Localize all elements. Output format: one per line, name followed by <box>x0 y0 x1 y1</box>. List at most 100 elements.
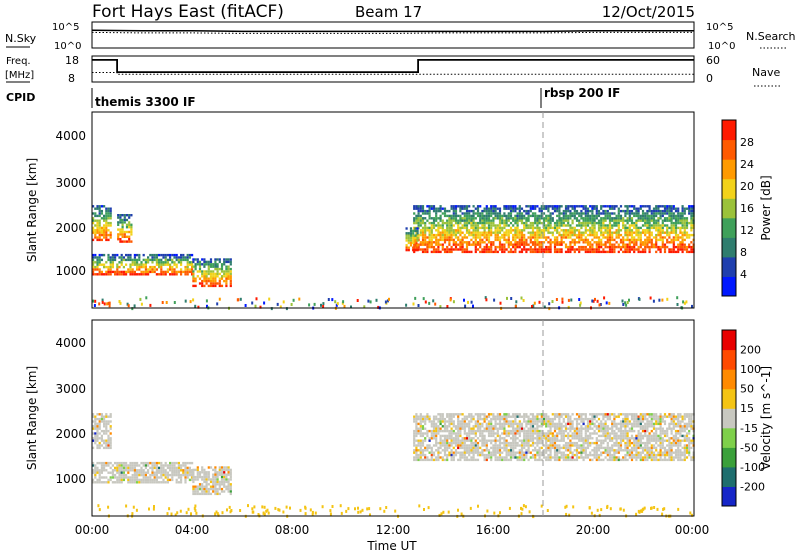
heatmap-cell <box>443 420 447 423</box>
heatmap-cell <box>142 258 145 262</box>
heatmap-cell <box>494 231 497 234</box>
heatmap-cell <box>505 231 508 234</box>
heatmap-cell <box>421 231 425 234</box>
heatmap-cell <box>556 413 559 416</box>
heatmap-cell <box>514 207 517 210</box>
heatmap-cell <box>630 429 634 433</box>
heatmap-cell <box>476 422 480 426</box>
heatmap-cell <box>452 413 455 416</box>
heatmap-cell <box>417 217 420 220</box>
heatmap-cell <box>92 212 95 215</box>
heatmap-cell <box>635 221 638 225</box>
heatmap-cell <box>503 243 506 246</box>
heatmap-cell <box>421 233 425 237</box>
heatmap-cell <box>670 221 673 225</box>
heatmap-cell <box>419 415 422 418</box>
heatmap-cell <box>600 221 603 225</box>
heatmap-cell <box>180 476 183 479</box>
heatmap-cell <box>448 425 451 428</box>
heatmap-cell <box>509 449 513 452</box>
heatmap-cell <box>186 258 189 262</box>
heatmap-cell <box>509 432 513 435</box>
heatmap-cell <box>454 207 458 210</box>
heatmap-cell <box>659 248 662 251</box>
heatmap-cell <box>501 451 504 454</box>
heatmap-cell <box>452 456 455 459</box>
heatmap-cell <box>405 244 408 247</box>
heatmap-cell <box>100 437 103 440</box>
heatmap-cell <box>430 422 433 426</box>
heatmap-cell <box>567 420 570 423</box>
heatmap-cell <box>549 238 552 242</box>
heatmap-cell <box>454 236 458 239</box>
heatmap-cell <box>606 437 609 440</box>
heatmap-cell <box>127 464 130 467</box>
heatmap-cell <box>421 444 425 447</box>
heatmap-cell <box>424 432 427 435</box>
heatmap-cell <box>525 209 528 213</box>
heatmap-cell <box>490 441 493 445</box>
heatmap-cell <box>529 207 532 210</box>
heatmap-cell <box>641 451 645 454</box>
heatmap-cell <box>516 456 519 459</box>
heatmap-cell <box>518 207 521 210</box>
heatmap-cell <box>589 427 592 430</box>
heatmap-cell <box>169 253 172 257</box>
heatmap-cell <box>622 219 625 222</box>
heatmap-cell <box>144 473 147 477</box>
heatmap-cell <box>481 209 484 213</box>
heatmap-cell <box>443 212 447 215</box>
heatmap-cell <box>103 432 106 435</box>
heatmap-cell <box>534 420 537 423</box>
heatmap-cell <box>100 238 103 242</box>
heatmap-cell <box>615 425 618 428</box>
heatmap-cell <box>518 241 521 244</box>
heatmap-cell <box>419 420 422 423</box>
heatmap-cell <box>109 265 112 269</box>
heatmap-cell <box>446 456 449 459</box>
heatmap-cell <box>633 453 636 457</box>
heatmap-cell <box>589 231 592 234</box>
heatmap-cell <box>448 451 451 454</box>
heatmap-cell <box>133 304 136 308</box>
heatmap-cell <box>672 413 675 416</box>
heatmap-cell <box>595 427 598 430</box>
heatmap-cell <box>94 219 97 222</box>
heatmap-cell <box>470 439 473 442</box>
heatmap-cell <box>416 227 419 230</box>
heatmap-cell <box>479 217 482 220</box>
heatmap-cell <box>212 282 215 285</box>
heatmap-cell <box>149 466 152 470</box>
heatmap-cell <box>516 212 519 215</box>
heatmap-cell <box>547 415 550 418</box>
heatmap-cell <box>595 214 598 218</box>
heatmap-cell <box>98 473 101 477</box>
heatmap-cell <box>448 444 451 447</box>
heatmap-cell <box>606 212 609 215</box>
heatmap-cell <box>542 422 546 426</box>
heatmap-cell <box>127 478 130 482</box>
heatmap-cell <box>626 217 629 220</box>
heatmap-cell <box>547 458 550 462</box>
heatmap-cell <box>263 301 266 305</box>
heatmap-cell <box>153 461 156 465</box>
heatmap-cell <box>169 273 172 276</box>
heatmap-cell <box>637 231 640 234</box>
heatmap-cell <box>450 444 453 447</box>
heatmap-cell <box>593 451 596 454</box>
heatmap-cell <box>105 236 108 239</box>
heatmap-cell <box>677 219 680 222</box>
heatmap-cell <box>133 464 136 467</box>
heatmap-cell <box>639 417 642 421</box>
heatmap-cell <box>540 236 543 239</box>
heatmap-cell <box>501 415 504 418</box>
heatmap-cell <box>481 437 484 440</box>
heatmap-cell <box>655 434 658 438</box>
heatmap-cell <box>547 437 550 440</box>
heatmap-cell <box>459 458 462 462</box>
heatmap-cell <box>92 464 95 467</box>
heatmap-cell <box>177 270 180 274</box>
heatmap-cell <box>648 207 651 210</box>
heatmap-cell <box>531 432 535 435</box>
heatmap-cell <box>136 481 139 484</box>
